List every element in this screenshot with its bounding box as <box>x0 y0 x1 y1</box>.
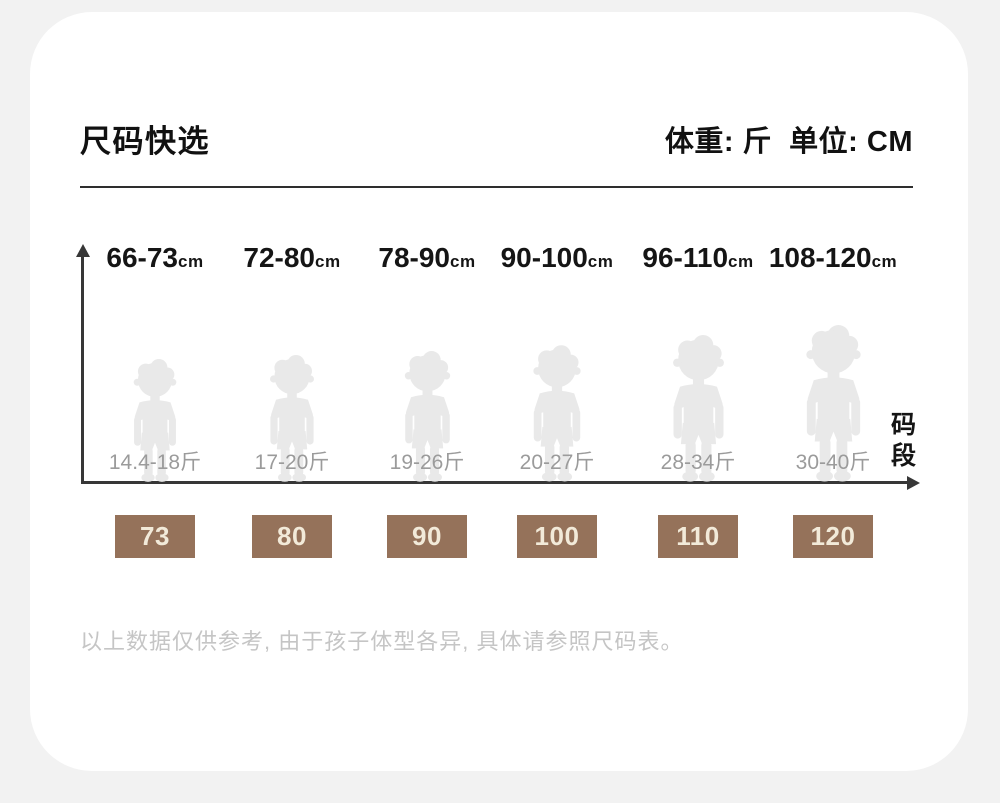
height-range-label: 90-100cm <box>482 242 632 274</box>
weight-range-label: 28-34斤 <box>660 451 736 474</box>
reference-note: 以上数据仅供参考, 由于孩子体型各异, 具体请参照尺码表。 <box>80 629 684 654</box>
size-badge: 90 <box>387 515 467 558</box>
height-range-value: 72-80 <box>243 242 316 273</box>
size-chart-card: 尺码快选 体重: 斤 单位: CM 码段 66-73cm 14.4-18斤 73… <box>30 12 968 771</box>
weight-range-label: 20-27斤 <box>519 451 595 474</box>
height-unit: cm <box>178 252 204 271</box>
height-range-value: 108-120 <box>768 242 872 273</box>
size-badge: 110 <box>658 515 738 558</box>
height-unit: cm <box>587 252 614 271</box>
weight-range-label: 19-26斤 <box>389 451 465 474</box>
arrow-right-icon <box>907 476 920 490</box>
weight-range-label: 14.4-18斤 <box>108 451 202 474</box>
height-unit: cm <box>315 252 341 271</box>
arrow-up-icon <box>76 244 90 257</box>
y-axis-line <box>81 256 84 484</box>
size-badge: 80 <box>252 515 332 558</box>
size-badge: 120 <box>793 515 873 558</box>
height-unit: cm <box>871 252 898 271</box>
x-axis-label: 码段 <box>890 411 916 470</box>
weight-range-label: 17-20斤 <box>254 451 330 474</box>
height-range-value: 90-100 <box>500 242 588 273</box>
height-unit: cm <box>450 252 476 271</box>
page-title: 尺码快选 <box>80 124 210 159</box>
header-divider <box>80 186 913 188</box>
weight-range-label: 30-40斤 <box>795 451 871 474</box>
height-range-label: 78-90cm <box>352 242 502 274</box>
height-range-label: 66-73cm <box>80 242 230 274</box>
x-axis-line <box>81 481 909 484</box>
height-range-label: 108-120cm <box>758 242 908 274</box>
height-range-value: 78-90 <box>378 242 451 273</box>
height-range-label: 72-80cm <box>217 242 367 274</box>
height-unit: cm <box>728 252 754 271</box>
height-range-value: 66-73 <box>106 242 179 273</box>
unit-info-label: 体重: 斤 单位: CM <box>664 126 913 158</box>
height-range-value: 96-110 <box>642 242 729 273</box>
size-badge: 100 <box>517 515 597 558</box>
size-badge: 73 <box>115 515 195 558</box>
height-range-label: 96-110cm <box>623 242 773 274</box>
